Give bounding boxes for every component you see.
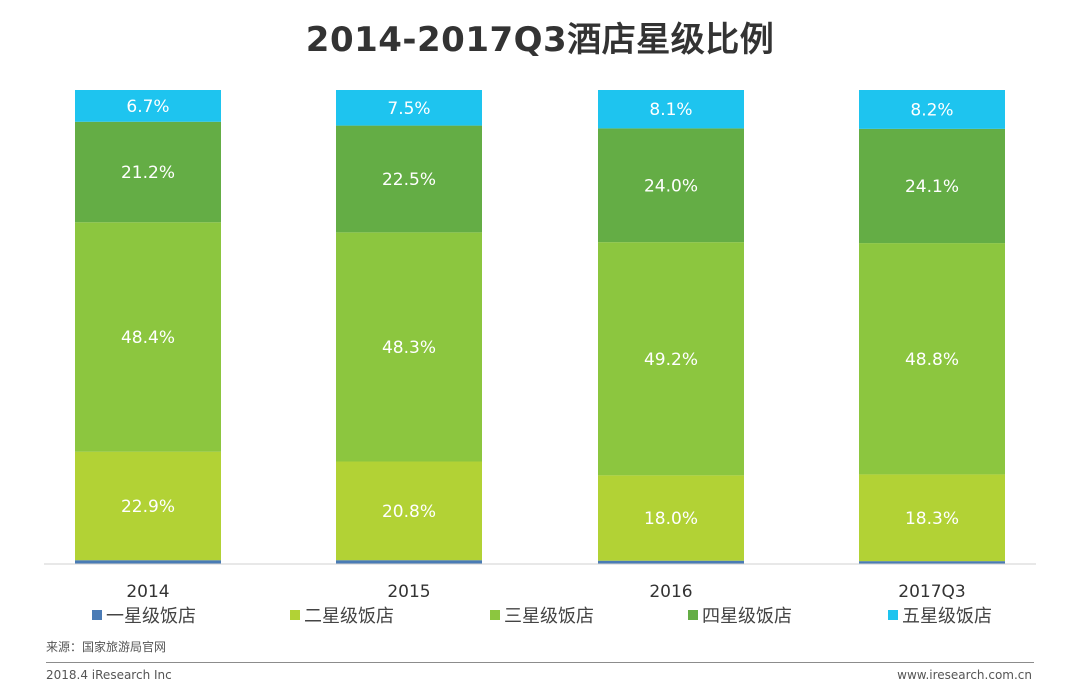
footer-divider xyxy=(46,662,1034,663)
legend-label-5: 五星级饭店 xyxy=(902,606,992,627)
data-label-5-2014: 6.7% xyxy=(126,97,169,117)
bar-segment-2-2016 xyxy=(598,475,744,561)
chart-title: 2014-2017Q3酒店星级比例 xyxy=(305,20,775,60)
legend-label-2: 二星级饭店 xyxy=(304,606,394,627)
legend-item-3: 三星级饭店 xyxy=(490,602,594,628)
legend-swatch-3 xyxy=(490,610,500,620)
bars-layer xyxy=(75,90,1005,564)
data-label-4-2015: 22.5% xyxy=(382,170,436,190)
legend-label-4: 四星级饭店 xyxy=(702,606,792,627)
legend: 一星级饭店 二星级饭店 三星级饭店 四星级饭店 五星级饭店 xyxy=(0,602,1080,628)
data-label-5-2015: 7.5% xyxy=(387,99,430,119)
legend-swatch-5 xyxy=(888,610,898,620)
data-label-5-2017Q3: 8.2% xyxy=(910,100,953,120)
data-label-3-2017Q3: 48.8% xyxy=(905,350,959,370)
data-labels-layer: 22.9% 48.4% 21.2% 6.7% 20.8% 48.3% 22.5% 7.5% 18… xyxy=(121,97,959,529)
source-note: 来源：国家旅游局官网 xyxy=(46,640,167,654)
bar-segment-4-2015 xyxy=(336,125,482,233)
x-tick-label-2015: 2015 xyxy=(387,582,430,600)
legend-label-1: 一星级饭店 xyxy=(106,606,196,627)
x-tick-label-2017Q3: 2017Q3 xyxy=(898,582,965,600)
footer-copyright: 2018.4 iResearch Inc xyxy=(46,668,172,682)
legend-item-5: 五星级饭店 xyxy=(888,602,992,628)
data-label-2-2015: 20.8% xyxy=(382,502,436,522)
data-label-3-2014: 48.4% xyxy=(121,328,175,348)
data-label-2-2016: 18.0% xyxy=(644,509,698,529)
x-tick-label-2016: 2016 xyxy=(649,582,692,600)
stacked-bar-chart: 22.9% 48.4% 21.2% 6.7% 20.8% 48.3% 22.5% 7.5% 18… xyxy=(44,90,1036,600)
legend-item-2: 二星级饭店 xyxy=(290,602,394,628)
legend-swatch-1 xyxy=(92,610,102,620)
bar-segment-5-2015 xyxy=(336,90,482,126)
bar-segment-4-2017Q3 xyxy=(859,128,1005,244)
data-label-5-2016: 8.1% xyxy=(649,100,692,120)
data-label-4-2016: 24.0% xyxy=(644,176,698,196)
bar-segment-2-2015 xyxy=(336,461,482,561)
bar-segment-5-2016 xyxy=(598,90,744,129)
legend-swatch-4 xyxy=(688,610,698,620)
data-label-4-2014: 21.2% xyxy=(121,163,175,183)
x-tick-label-2014: 2014 xyxy=(126,582,169,600)
bar-segment-1-2017Q3 xyxy=(859,561,1005,564)
bar-segment-4-2014 xyxy=(75,121,221,223)
data-label-3-2016: 49.2% xyxy=(644,350,698,370)
bar-segment-5-2017Q3 xyxy=(859,90,1005,129)
data-label-4-2017Q3: 24.1% xyxy=(905,177,959,197)
bar-segment-2-2014 xyxy=(75,451,221,561)
legend-label-3: 三星级饭店 xyxy=(504,606,594,627)
bar-segment-3-2014 xyxy=(75,222,221,452)
bar-segment-2-2017Q3 xyxy=(859,474,1005,562)
bar-segment-3-2015 xyxy=(336,232,482,462)
legend-item-4: 四星级饭店 xyxy=(688,602,792,628)
legend-item-1: 一星级饭店 xyxy=(92,602,196,628)
data-label-3-2015: 48.3% xyxy=(382,338,436,358)
data-label-2-2017Q3: 18.3% xyxy=(905,509,959,529)
bar-segment-5-2014 xyxy=(75,90,221,122)
legend-swatch-2 xyxy=(290,610,300,620)
bar-segment-3-2017Q3 xyxy=(859,243,1005,475)
bar-segment-4-2016 xyxy=(598,128,744,243)
bar-segment-1-2014 xyxy=(75,560,221,564)
bar-segment-1-2015 xyxy=(336,560,482,564)
x-tick-labels: 2014 2015 2016 2017Q3 xyxy=(126,582,965,600)
bar-segment-1-2016 xyxy=(598,560,744,564)
footer-website: www.iresearch.com.cn xyxy=(897,668,1032,682)
bar-segment-3-2016 xyxy=(598,242,744,476)
data-label-2-2014: 22.9% xyxy=(121,497,175,517)
